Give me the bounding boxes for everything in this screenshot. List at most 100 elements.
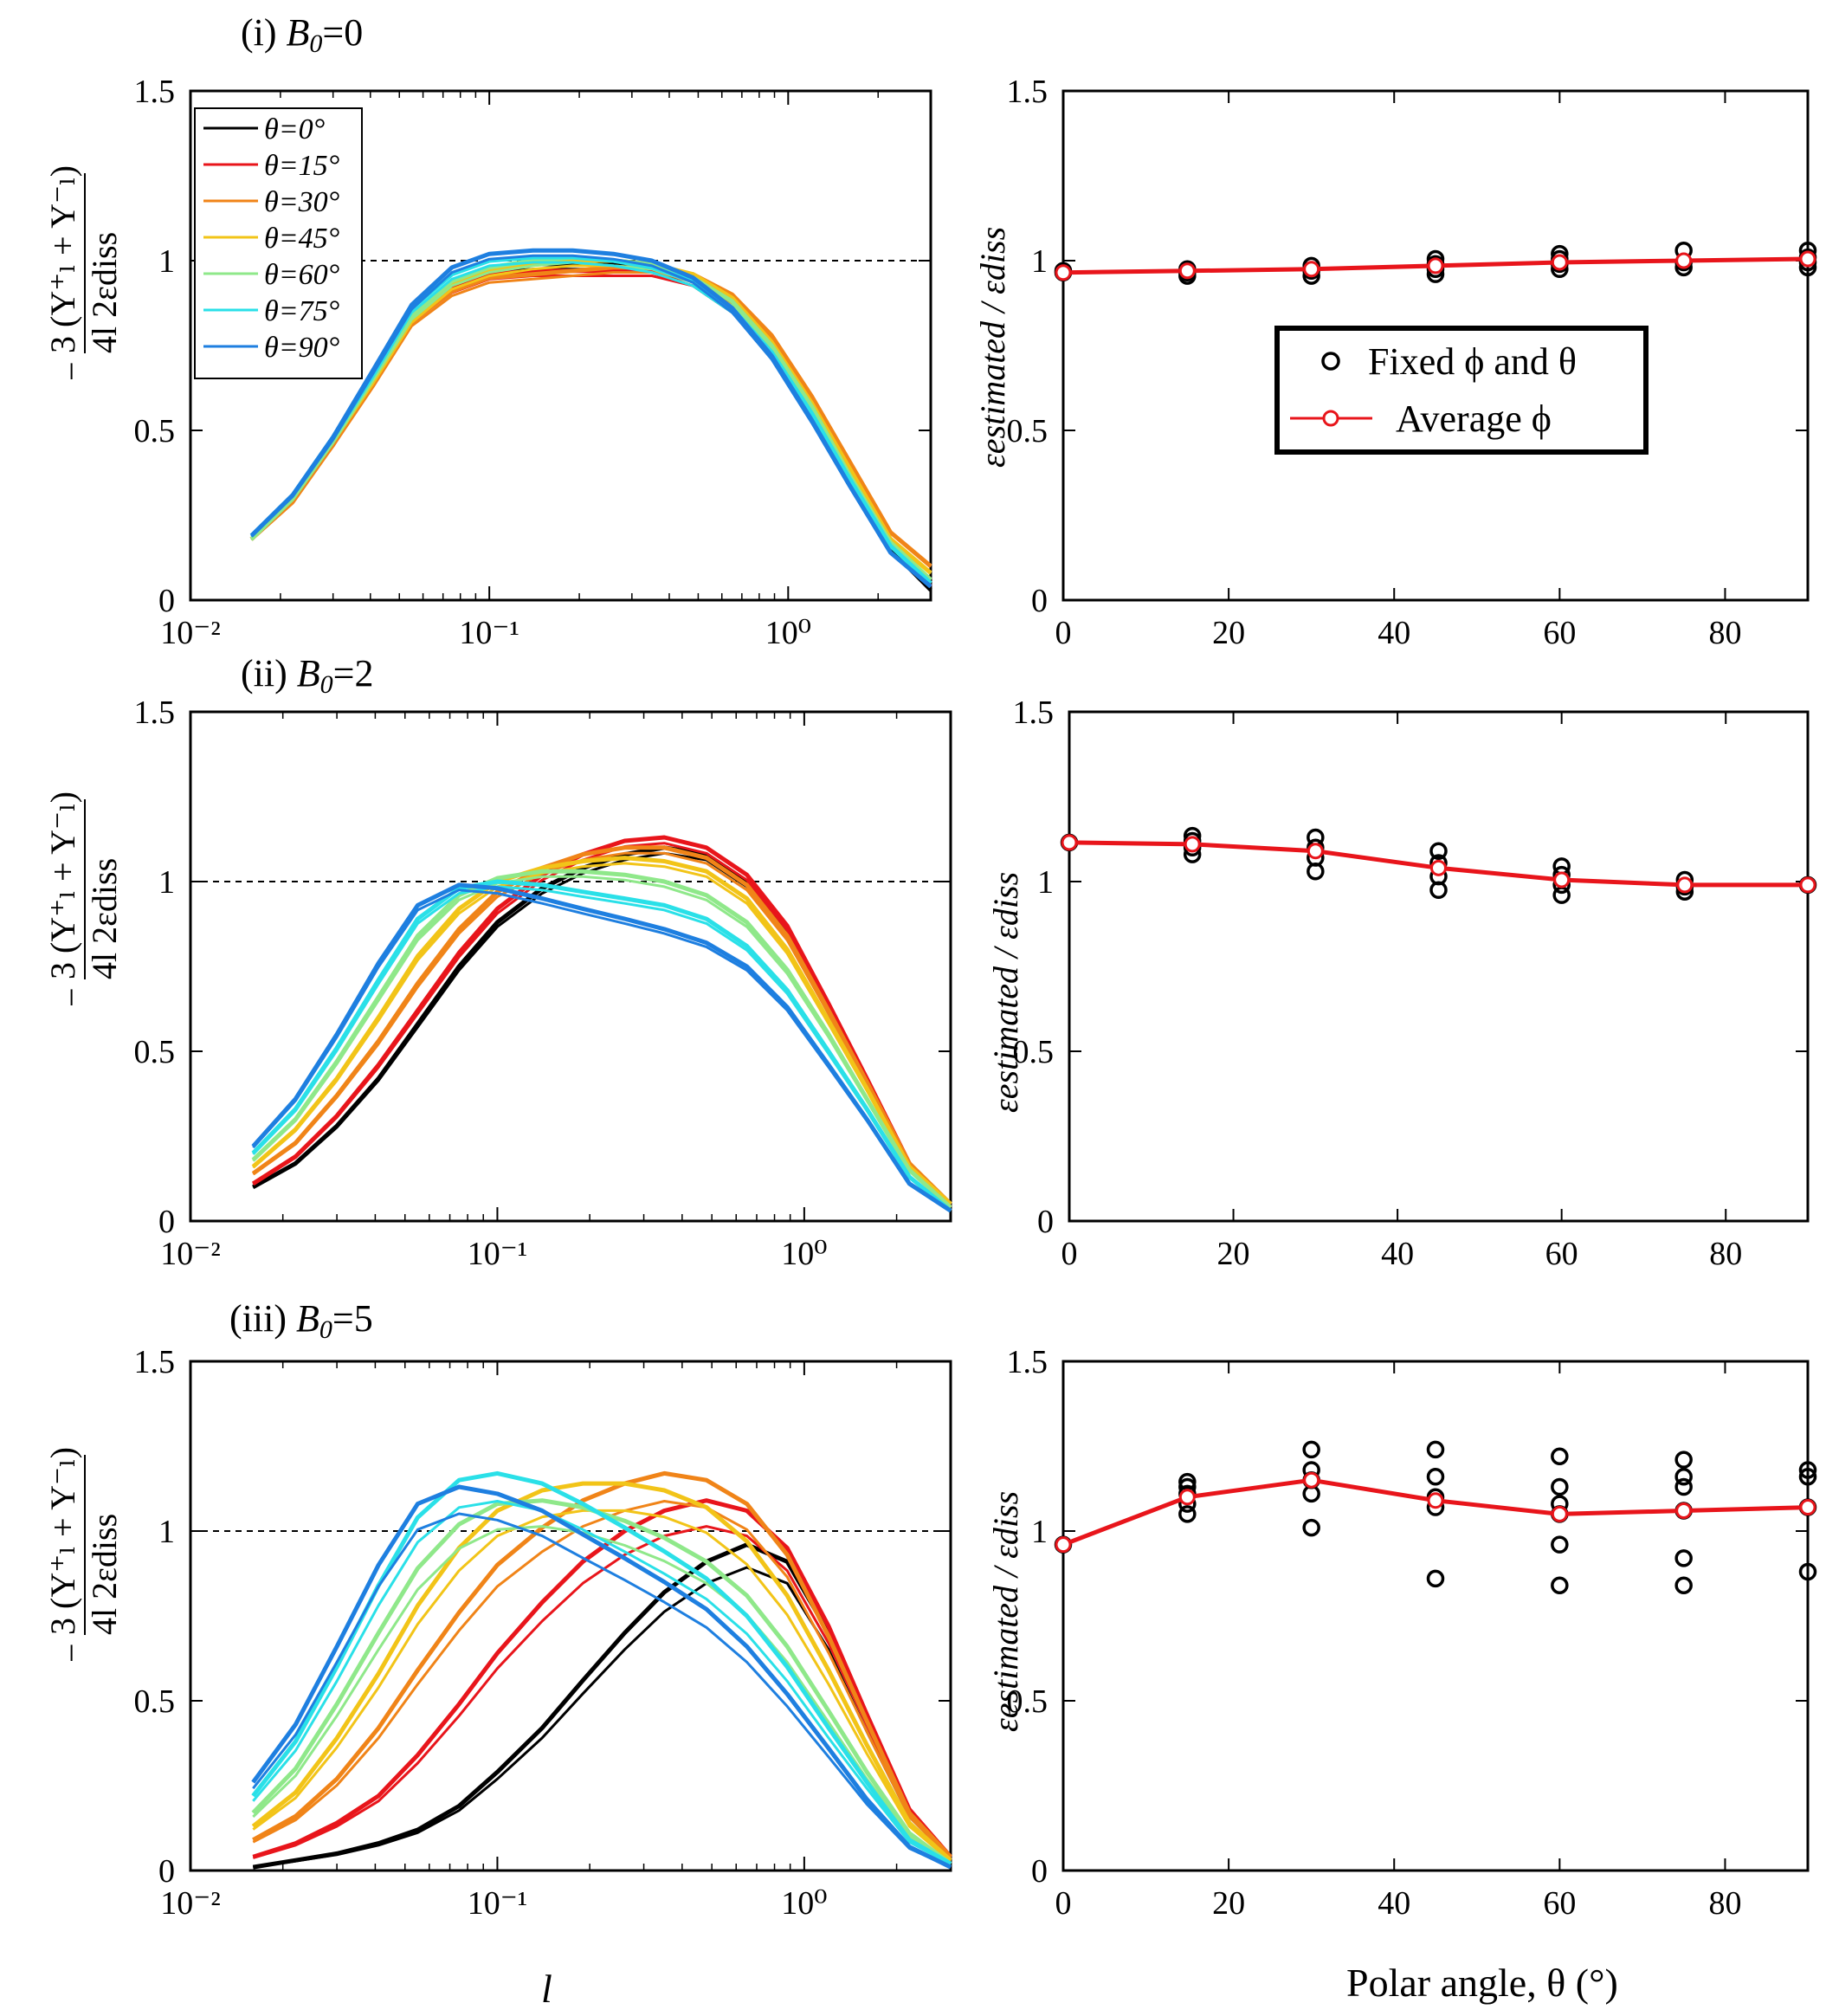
plot-frame — [189, 1360, 952, 1872]
plot-frame — [189, 89, 932, 602]
x-tick-label: 10⁻² — [160, 615, 220, 651]
y-tick-label: 0.5 — [134, 1034, 176, 1070]
y-tick-label: 0 — [158, 1204, 175, 1240]
series-line-theta-30-alt — [252, 851, 952, 1205]
series-line-theta-45-alt — [252, 1509, 952, 1863]
series-line-theta-30-alt — [252, 1500, 952, 1859]
average-marker — [1184, 836, 1201, 853]
plot-frame — [1061, 89, 1810, 602]
series-line-theta-30 — [251, 845, 952, 1206]
series-line-theta-45 — [251, 1481, 952, 1863]
x-tick-label: 10⁻² — [160, 1885, 220, 1922]
plot-frame — [1068, 710, 1810, 1223]
y-tick-label: 0.5 — [1013, 1034, 1055, 1070]
fixed-point-marker — [1798, 1562, 1817, 1581]
fixed-point-marker — [1674, 1468, 1693, 1486]
average-marker — [1551, 254, 1568, 271]
x-tick-label: 10⁻¹ — [459, 615, 519, 651]
panel-right-row3: 0 0.5 1 1.5 0 20 40 60 80 — [1007, 1344, 1817, 1922]
fixed-point-marker — [1307, 828, 1325, 847]
fixed-point-marker — [1551, 1576, 1569, 1594]
y-tick-label: 1.5 — [1013, 695, 1055, 731]
left-ylabel-row3: − 3 (Y⁺ₗ + Y⁻ₗ) 4l 2εdiss — [43, 1447, 124, 1663]
legend-fixed-label: Fixed ϕ and θ — [1368, 340, 1577, 383]
x-tick-label: 0 — [1061, 1236, 1078, 1272]
average-marker — [1675, 252, 1693, 269]
x-tick-label: 10⁰ — [781, 1885, 827, 1922]
series-line-theta-90-alt — [252, 888, 952, 1212]
svg-text:−: − — [52, 1643, 91, 1663]
y-tick-label: 1 — [158, 1514, 175, 1550]
y-tick-label: 0.5 — [1007, 413, 1048, 449]
svg-text:4l 2εdiss: 4l 2εdiss — [85, 858, 124, 979]
panel-right-row2: 0 0.5 1 1.5 0 20 40 60 80 — [1013, 695, 1817, 1272]
x-tick-label: 60 — [1543, 615, 1576, 651]
fixed-point-marker — [1178, 1505, 1197, 1523]
x-tick-label: 10⁻¹ — [468, 1236, 527, 1272]
fixed-point-marker — [1551, 1447, 1569, 1466]
x-tick-label: 40 — [1378, 1885, 1410, 1922]
y-tick-label: 1.5 — [1007, 1344, 1048, 1380]
series-line-theta-60-alt — [252, 875, 952, 1209]
x-tick-label: 10⁻¹ — [468, 1885, 527, 1922]
series-line-theta-30 — [252, 1470, 952, 1859]
x-tick-label: 10⁻² — [160, 1236, 220, 1272]
series-line-theta-60 — [251, 869, 952, 1210]
average-marker — [1553, 871, 1571, 888]
legend-label-theta-45: θ=45° — [264, 223, 340, 255]
svg-text:3 (Y⁺ₗ + Y⁻ₗ): 3 (Y⁺ₗ + Y⁻ₗ) — [43, 165, 82, 353]
series-line-theta-90-alt — [250, 254, 932, 588]
legend-average-label: Average ϕ — [1396, 397, 1552, 440]
average-marker — [1427, 257, 1444, 275]
svg-text:3 (Y⁺ₗ + Y⁻ₗ): 3 (Y⁺ₗ + Y⁻ₗ) — [43, 792, 82, 979]
x-tick-label: 10⁰ — [765, 615, 811, 651]
fixed-point-marker — [1429, 842, 1448, 860]
x-tick-label: 20 — [1212, 615, 1245, 651]
y-tick-label: 0 — [1031, 583, 1048, 619]
panel-left-row3: 0 0.5 1 1.5 10⁻² 10⁻¹ 10⁰ — [134, 1344, 952, 1922]
fixed-point-marker — [1551, 1535, 1569, 1554]
x-tick-label: 10⁰ — [781, 1236, 827, 1272]
y-tick-label: 0 — [158, 583, 175, 619]
average-marker — [1430, 859, 1447, 876]
y-tick-label: 0.5 — [134, 413, 176, 449]
y-tick-label: 0 — [1031, 1853, 1048, 1890]
plot-frame — [1061, 1360, 1810, 1872]
average-marker — [1178, 262, 1196, 280]
row-title-ii: (ii) B0=2 — [241, 652, 373, 699]
series-line-theta-60-alt — [252, 1525, 952, 1865]
svg-text:3 (Y⁺ₗ + Y⁻ₗ): 3 (Y⁺ₗ + Y⁻ₗ) — [43, 1447, 82, 1635]
series-line-theta-45 — [251, 856, 952, 1206]
y-tick-label: 1 — [1031, 1514, 1048, 1550]
x-tick-label: 40 — [1378, 615, 1410, 651]
y-tick-label: 1 — [158, 864, 175, 901]
average-marker — [1676, 876, 1694, 894]
y-tick-label: 1.5 — [134, 695, 176, 731]
right-ylabel-row2: εestimated / εdiss — [986, 872, 1025, 1113]
average-marker — [1675, 1502, 1693, 1519]
x-tick-label: 60 — [1543, 1885, 1576, 1922]
fixed-point-marker — [1302, 1518, 1320, 1537]
fixed-point-marker — [1674, 1576, 1693, 1594]
x-tick-label: 0 — [1055, 615, 1072, 651]
svg-text:−: − — [52, 987, 91, 1007]
series-line-theta-15 — [251, 835, 952, 1210]
fixed-point-marker — [1798, 1468, 1817, 1486]
x-tick-label: 20 — [1217, 1236, 1250, 1272]
series-line-theta-90-alt — [252, 1512, 952, 1869]
left-xlabel: l — [541, 1967, 552, 2011]
panel-left-row2: 0 0.5 1 1.5 10⁻² 10⁻¹ 10⁰ — [134, 695, 952, 1272]
series-line-theta-90 — [251, 1484, 952, 1870]
y-tick-label: 1 — [1037, 864, 1054, 901]
y-tick-label: 0.5 — [134, 1683, 176, 1720]
svg-text:4l 2εdiss: 4l 2εdiss — [85, 1514, 124, 1635]
y-tick-label: 1 — [158, 243, 175, 280]
legend-fixed-marker — [1321, 352, 1340, 371]
fixed-point-marker — [1426, 1468, 1445, 1486]
series-line-theta-90 — [249, 248, 932, 589]
average-marker — [1178, 1489, 1196, 1506]
panel-right-row1: 0 0.5 1 1.5 0 20 40 60 80 — [1007, 74, 1817, 651]
x-tick-label: 80 — [1708, 1885, 1741, 1922]
legend-estimate: Fixed ϕ and θ Average ϕ — [1274, 326, 1649, 455]
